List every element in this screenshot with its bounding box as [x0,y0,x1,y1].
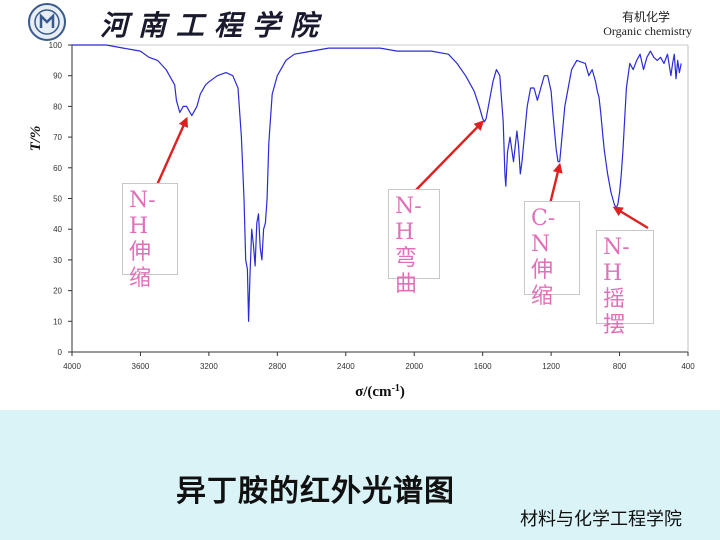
annotation-label-line: 曲 [395,272,418,297]
x-tick-label: 2800 [268,362,286,371]
y-tick-label: 30 [53,256,62,265]
annotation-arrow-0 [155,116,188,186]
y-axis-label: T/% [28,126,44,152]
x-tick-label: 3600 [132,362,150,371]
x-tick-label: 2000 [405,362,423,371]
x-tick-label: 2400 [337,362,355,371]
annotation-label-line: N-H [395,194,422,245]
university-logo-icon [28,3,66,41]
spectrum-line-0 [72,44,682,322]
annotation-label-0: N-H 伸缩 [122,183,178,291]
annotation-label-line: 摆 [603,313,626,338]
y-tick-label: 40 [53,225,62,234]
annotation-arrow-2 [548,162,563,205]
y-tick-label: 60 [53,164,62,173]
annotation-label-line: C-N [531,206,556,257]
annotation-arrows [155,116,649,230]
annotation-label-line: N-H [603,235,630,286]
annotation-label-1: N-H 弯曲 [388,189,440,297]
annotation-label-line: 伸 [531,258,554,283]
school-name: 河南工程学院 [100,9,329,42]
annotation-label-line: 弯 [395,246,418,271]
chart-title: 异丁胺的红外光谱图 [176,474,455,509]
x-tick-label: 1200 [542,362,560,371]
annotation-label-line: N-H [129,188,156,239]
y-tick-label: 10 [53,317,62,326]
department-name: 材料与化学工程学院 [520,509,682,530]
y-tick-label: 70 [53,133,62,142]
x-tick-label: 3200 [200,362,218,371]
x-tick-label: 4000 [63,362,81,371]
y-tick-label: 0 [58,348,63,357]
x-axis-label: σ/(cm-1) [355,383,405,401]
axes: 0 10 20 30 40 50 60 70 80 90 100 4000 3600 3200 2800 24… [28,41,695,400]
chart-background [0,0,720,410]
x-tick-label: 400 [681,362,695,371]
annotation-arrow-1 [413,120,485,193]
annotation-label-2: C-N 伸缩 [524,201,580,309]
annotation-label-3: N-H 摇摆 [596,230,654,338]
annotation-arrow-3 [612,206,649,230]
ir-spectrum-chart: 0 10 20 30 40 50 60 70 80 90 100 4000 3600 3200 2800 24… [28,41,695,400]
y-tick-label: 100 [49,41,63,50]
annotation-label-line: 伸 [129,240,152,265]
y-tick-label: 80 [53,102,62,111]
annotation-label-line: 缩 [531,284,554,309]
spectrum-series [72,44,682,322]
y-tick-label: 20 [53,287,62,296]
annotation-label-line: 摇 [603,287,626,312]
course-name-chinese: 有机化学 [621,10,670,24]
y-tick-label: 50 [53,195,62,204]
x-tick-label: 800 [613,362,627,371]
y-tick-label: 90 [53,72,62,81]
annotation-label-line: 缩 [129,266,152,291]
x-tick-label: 1600 [474,362,492,371]
course-name-english: Organic chemistry [603,24,692,38]
